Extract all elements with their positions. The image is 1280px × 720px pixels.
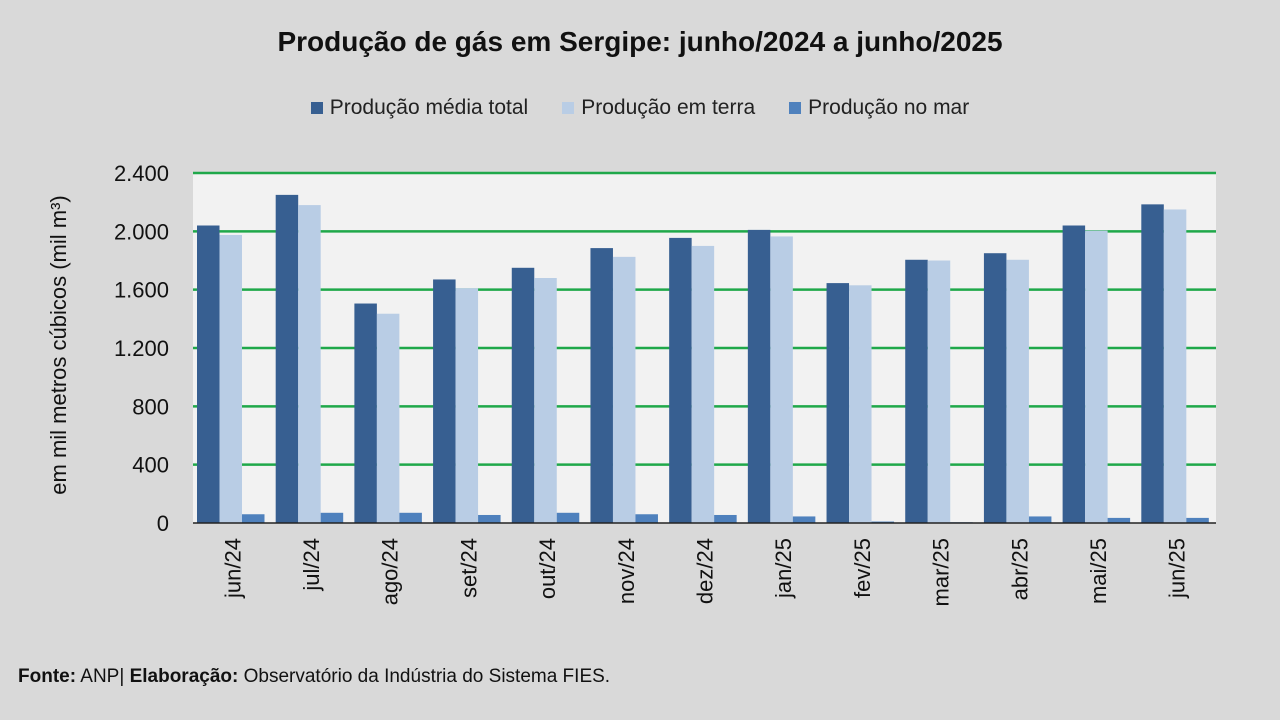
x-tick-label: jan/25 bbox=[771, 538, 796, 599]
y-tick-label: 1.600 bbox=[114, 278, 169, 303]
y-tick-label: 1.200 bbox=[114, 336, 169, 361]
legend-item: Produção em terra bbox=[562, 96, 755, 120]
x-tick-label: out/24 bbox=[535, 538, 560, 599]
bar bbox=[433, 279, 456, 523]
bar bbox=[1141, 204, 1164, 523]
bar bbox=[612, 256, 636, 523]
x-tick-label: ago/24 bbox=[378, 538, 403, 605]
bar bbox=[691, 245, 715, 523]
bar bbox=[1028, 516, 1052, 523]
x-tick-label: jul/24 bbox=[299, 538, 324, 592]
y-axis-label: em mil metros cúbicos (mil m³) bbox=[46, 195, 71, 494]
bar bbox=[275, 194, 299, 523]
x-tick-label: abr/25 bbox=[1007, 538, 1032, 600]
bar bbox=[635, 514, 658, 523]
x-tick-label: mar/25 bbox=[929, 538, 954, 606]
x-tick-label: dez/24 bbox=[693, 538, 718, 604]
bar bbox=[197, 225, 220, 523]
bar bbox=[792, 516, 816, 523]
bar bbox=[1062, 225, 1086, 523]
legend-label: Produção em terra bbox=[581, 96, 756, 119]
bar bbox=[1186, 517, 1209, 523]
bar bbox=[849, 285, 872, 523]
bar bbox=[556, 512, 580, 523]
legend-swatch bbox=[562, 102, 575, 114]
bar bbox=[1085, 230, 1108, 523]
bar bbox=[1163, 209, 1187, 524]
bar bbox=[669, 237, 692, 524]
bar bbox=[219, 234, 242, 523]
bar bbox=[455, 288, 479, 523]
x-tick-label: fev/25 bbox=[850, 538, 875, 598]
bar bbox=[983, 253, 1007, 524]
bar bbox=[376, 313, 400, 523]
y-tick-label: 400 bbox=[132, 453, 169, 478]
bar bbox=[298, 205, 321, 524]
elaboration-value: Observatório da Indústria do Sistema FIE… bbox=[243, 666, 611, 687]
legend-label: Produção média total bbox=[329, 96, 529, 119]
bar bbox=[534, 278, 557, 523]
legend-swatch bbox=[789, 102, 802, 114]
bar bbox=[399, 512, 422, 523]
elaboration-label: Elaboração: bbox=[129, 666, 239, 687]
y-tick-label: 0 bbox=[157, 511, 169, 536]
x-tick-label: set/24 bbox=[456, 538, 481, 598]
bar bbox=[511, 267, 535, 523]
bar bbox=[826, 283, 850, 523]
bar bbox=[242, 514, 265, 523]
x-tick-label: nov/24 bbox=[614, 538, 639, 604]
y-tick-label: 2.400 bbox=[114, 161, 169, 186]
bar bbox=[905, 259, 928, 523]
bar bbox=[478, 514, 501, 523]
source-label: Fonte: bbox=[18, 666, 77, 687]
legend-label: Produção no mar bbox=[808, 96, 970, 119]
x-tick-label: jun/25 bbox=[1165, 538, 1190, 599]
legend: Produção média total Produção em terra Pro… bbox=[0, 96, 1280, 120]
legend-item: Produção no mar bbox=[789, 96, 969, 120]
bar bbox=[590, 248, 613, 523]
legend-item: Produção média total bbox=[310, 96, 529, 120]
bar bbox=[320, 512, 344, 523]
bar bbox=[714, 514, 737, 523]
bar bbox=[354, 303, 377, 523]
footer: Fonte: ANP| Elaboração: Observatório da … bbox=[18, 666, 610, 688]
x-tick-label: jun/24 bbox=[220, 538, 245, 599]
y-tick-label: 2.000 bbox=[114, 219, 169, 244]
source-value: ANP| bbox=[80, 666, 125, 687]
bar bbox=[1107, 517, 1131, 523]
x-tick-label: mai/25 bbox=[1086, 538, 1111, 604]
bar bbox=[770, 236, 793, 523]
legend-swatch bbox=[310, 102, 323, 114]
bar bbox=[747, 229, 771, 523]
bar bbox=[1006, 259, 1029, 523]
chart-title: Produção de gás em Sergipe: junho/2024 a… bbox=[277, 26, 1003, 57]
y-tick-label: 800 bbox=[132, 394, 169, 419]
bar bbox=[927, 260, 951, 523]
